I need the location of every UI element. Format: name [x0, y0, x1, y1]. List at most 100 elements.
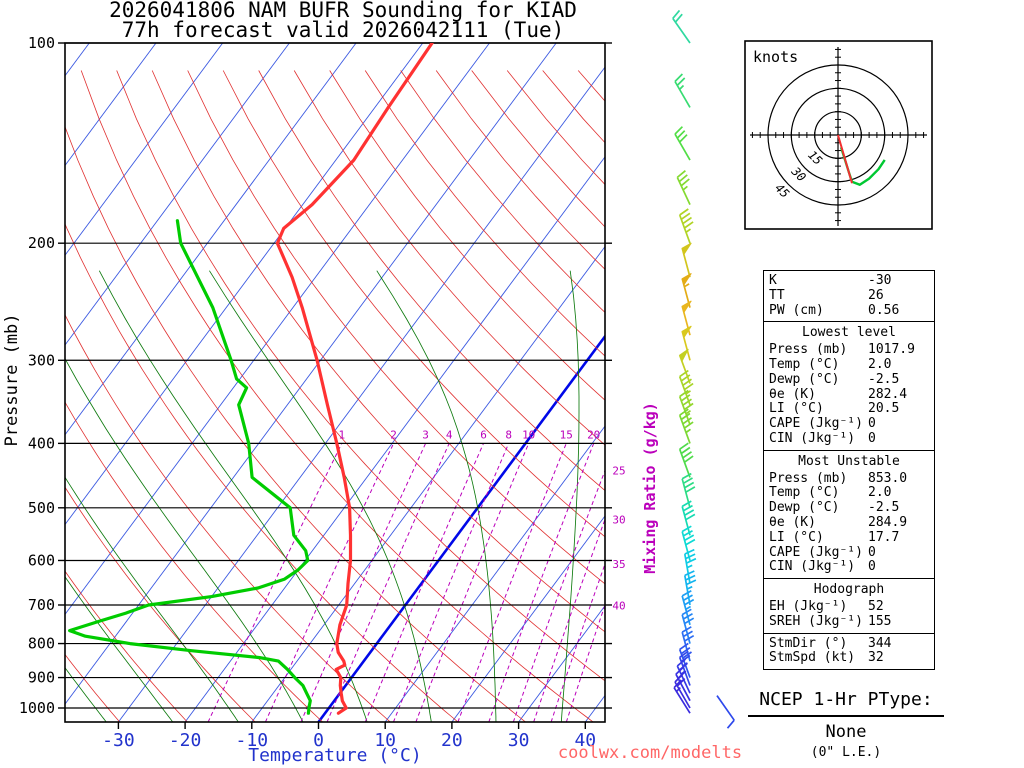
- pressure-tick-label: 900: [28, 669, 55, 687]
- dry-adiabat: [65, 653, 121, 722]
- plot-border: [64, 42, 606, 723]
- stat-label: CIN (Jkg⁻¹): [769, 430, 856, 446]
- wind-barb-pennant: [681, 272, 692, 287]
- stat-label: Dewp (°C): [769, 371, 840, 387]
- dry-adiabat: [329, 70, 605, 401]
- stat-value: 0: [868, 559, 876, 575]
- stat-value: 282.4: [868, 386, 908, 402]
- stat-value: 52: [868, 598, 884, 614]
- stats-section-header: Most Unstable: [798, 453, 900, 469]
- temperature-tick-label: 20: [441, 730, 463, 751]
- dry-adiabat: [65, 313, 391, 722]
- mixing-ratio-value: 1: [338, 428, 345, 441]
- mixing-ratio-line: [364, 443, 484, 722]
- wind-barb: [674, 126, 691, 161]
- isotherm: [65, 43, 490, 616]
- mixing-ratio-line: [300, 443, 427, 722]
- stat-row: CAPE (Jkg⁻¹) 0: [769, 416, 929, 432]
- mixing-ratio-value: 15: [560, 428, 573, 441]
- stats-section: Hodograph EH (Jkg⁻¹) 52 SREH (Jkg⁻¹) 155: [764, 578, 934, 632]
- dry-adiabat: [151, 70, 605, 633]
- mixing-ratio-value: 4: [446, 428, 453, 441]
- stats-section: Lowest level Press (mb) 1017.9 Temp (°C) 2.0…: [764, 321, 934, 449]
- stat-row: SREH (Jkg⁻¹) 155: [769, 614, 929, 630]
- stat-label: TT: [769, 287, 785, 303]
- wind-barb: [716, 695, 735, 729]
- temperature-tick-label: -30: [102, 730, 135, 751]
- stat-row: CIN (Jkg⁻¹) 0: [769, 560, 929, 575]
- chart-title: 2026041806 NAM BUFR Sounding for KIAD 77…: [58, 0, 628, 41]
- stat-row: Press (mb) 853.0: [769, 471, 929, 487]
- mixing-ratio-value: 3: [422, 428, 429, 441]
- stat-label: Press (mb): [769, 342, 848, 358]
- pressure-tick-label: 100: [28, 34, 55, 52]
- moist-adiabat: [65, 666, 107, 722]
- mixing-ratio-line: [550, 562, 605, 722]
- wind-barb: [678, 642, 692, 678]
- isotherm: [451, 515, 605, 722]
- stat-row: EH (Jkg⁻¹) 52: [769, 598, 929, 615]
- dry-adiabat: [80, 70, 594, 722]
- pressure-tick-label: 500: [28, 499, 55, 517]
- stat-row: θe (K) 284.9: [769, 514, 929, 531]
- sounding-profiles: [68, 43, 434, 715]
- hodograph-ring: [767, 64, 909, 206]
- dry-adiabat: [65, 222, 459, 722]
- hodograph-ring: [790, 87, 886, 183]
- stats-section: Most Unstable Press (mb) 853.0 Temp (°C) 2.0…: [764, 449, 934, 578]
- stats-section: StmDir (°) 344 StmSpd (kt) 32: [764, 632, 934, 670]
- temperature-tick-label: 10: [374, 730, 396, 751]
- mixing-ratio-labels: 1 2 3 4 6 8 10 15 20 25 30 35 40: [338, 428, 625, 612]
- stat-value: 20.5: [868, 401, 900, 417]
- dry-adiabat: [187, 70, 605, 585]
- stat-value: 0: [868, 430, 876, 446]
- pressure-tick-label: 300: [28, 351, 55, 369]
- wind-barb: [681, 589, 695, 626]
- wind-barb: [673, 679, 691, 714]
- ptype-detail: (0" L.E.): [810, 745, 882, 760]
- stat-label: StmSpd (kt): [769, 650, 856, 666]
- mixing-ratio-line: [207, 443, 343, 722]
- stats-section-header: Lowest level: [802, 325, 896, 341]
- dry-adiabat: [65, 401, 323, 722]
- stat-label: CAPE (Jkg⁻¹): [769, 544, 863, 560]
- ptype-value: None: [825, 722, 867, 742]
- mixing-ratio-line: [533, 518, 605, 722]
- pressure-tick-label: 200: [28, 234, 55, 252]
- stat-row: Dewp (°C) -2.5: [769, 371, 929, 388]
- moist-adiabat: [65, 476, 239, 722]
- pressure-tick-label: 800: [28, 635, 55, 653]
- stat-label: Temp (°C): [769, 356, 840, 372]
- stats-section: K -30 TT 26 PW (cm) 0.56: [764, 271, 934, 321]
- wind-barb: [674, 673, 691, 709]
- stat-value: 284.9: [868, 514, 908, 530]
- isotherm: [184, 156, 605, 722]
- mixing-ratio-line: [512, 469, 605, 722]
- mixing-ratio-line: [415, 443, 530, 722]
- wind-barb: [676, 170, 691, 205]
- stat-label: K: [769, 273, 777, 288]
- stat-label: EH (Jkg⁻¹): [769, 598, 848, 614]
- wind-barb: [674, 73, 691, 108]
- stat-value: 32: [868, 650, 884, 666]
- temperature-axis: -30 -20 -10 0 10 20 30 40: [102, 722, 596, 751]
- stat-row: PW (cm) 0.56: [769, 303, 929, 319]
- stat-value: -2.5: [868, 371, 900, 387]
- temperature-tick-label: -20: [169, 730, 202, 751]
- wind-barb: [678, 369, 694, 406]
- stat-label: CAPE (Jkg⁻¹): [769, 416, 863, 432]
- stat-row: StmDir (°) 344: [769, 636, 929, 652]
- temperature-tick-label: 0: [313, 730, 324, 751]
- wind-barb: [678, 408, 694, 444]
- isotherm: [65, 43, 224, 256]
- isotherm: [65, 43, 557, 705]
- isotherm: [65, 43, 157, 167]
- isotherm: [65, 43, 290, 346]
- mixing-ratio-line: [392, 443, 510, 722]
- stat-value: -2.5: [868, 500, 900, 516]
- zero-isotherm: [317, 334, 605, 722]
- wind-barb-pennant: [681, 300, 692, 314]
- stat-label: LI (°C): [769, 529, 824, 545]
